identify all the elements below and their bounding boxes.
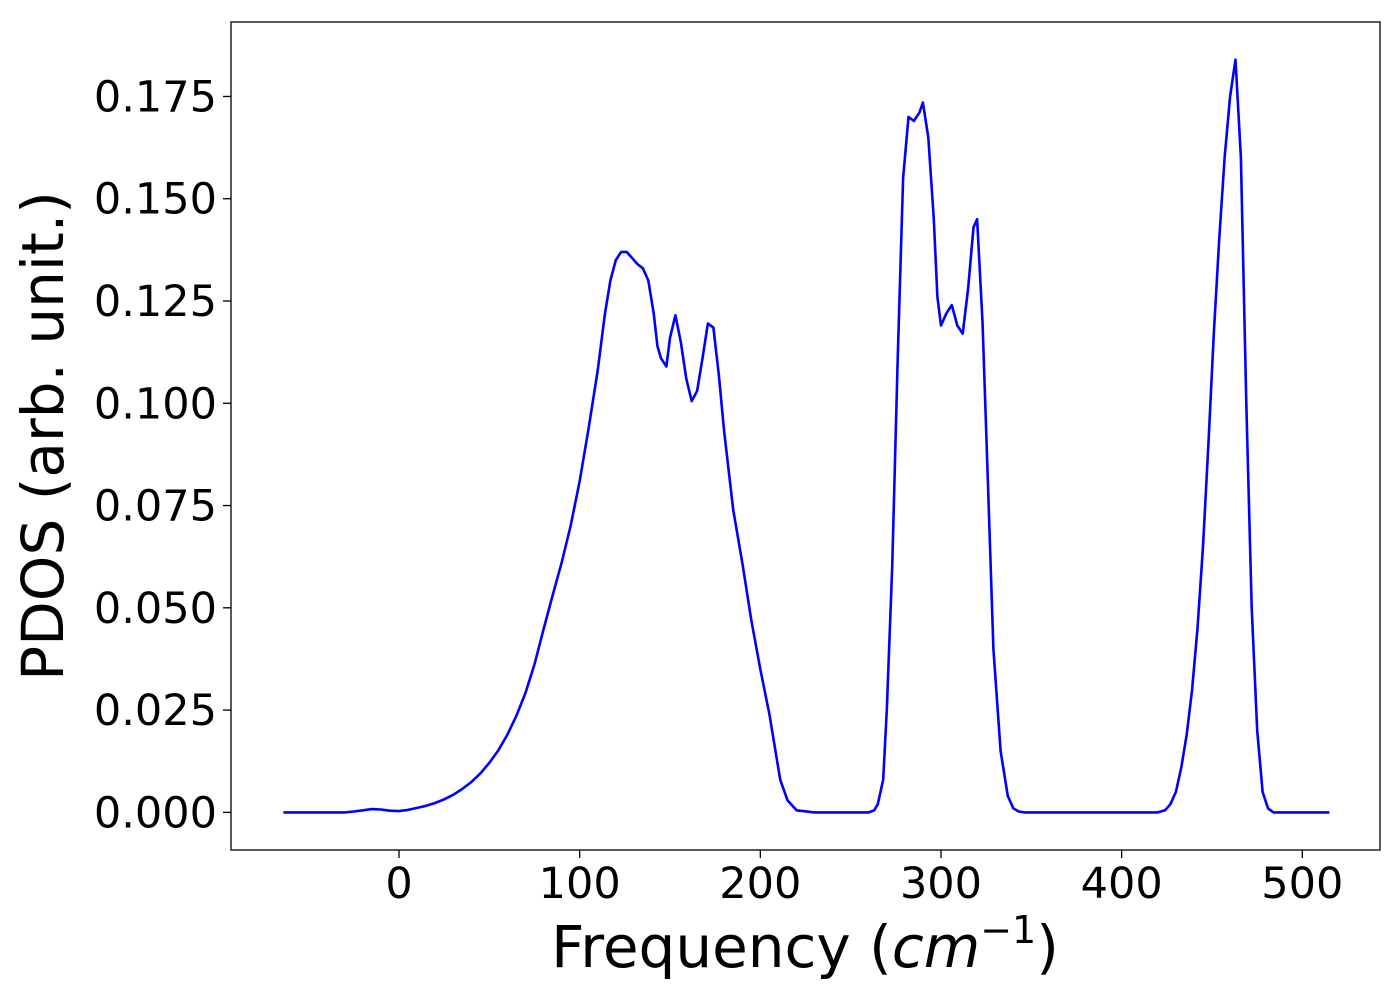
- y-tick-label: 0.000: [94, 788, 217, 838]
- y-tick-label: 0.050: [94, 584, 217, 634]
- y-tick-label: 0.175: [94, 72, 217, 122]
- y-tick-label: 0.150: [94, 175, 217, 225]
- y-tick-label: 0.075: [94, 482, 217, 532]
- y-tick-label: 0.100: [94, 379, 217, 429]
- x-tick-label: 300: [900, 859, 982, 909]
- x-tick-label: 200: [719, 859, 801, 909]
- y-axis-label: PDOS (arb. unit.): [9, 191, 77, 681]
- y-axis-ticks: 0.000 0.025 0.050 0.075 0.100 0.125 0.150 0.175: [94, 72, 231, 838]
- plot-frame: [230, 21, 1381, 851]
- y-tick-label: 0.025: [94, 686, 217, 736]
- x-tick-label: 500: [1261, 859, 1343, 909]
- x-tick-label: 0: [385, 859, 412, 909]
- x-axis-label: Frequency (cm−1): [551, 908, 1059, 981]
- y-tick-label: 0.125: [94, 277, 217, 327]
- x-tick-label: 100: [539, 859, 621, 909]
- series-group: [283, 58, 1330, 814]
- x-tick-label: 400: [1081, 859, 1163, 909]
- x-axis-ticks: 0 100 200 300 400 500: [385, 850, 1343, 909]
- series-line: [283, 58, 1330, 814]
